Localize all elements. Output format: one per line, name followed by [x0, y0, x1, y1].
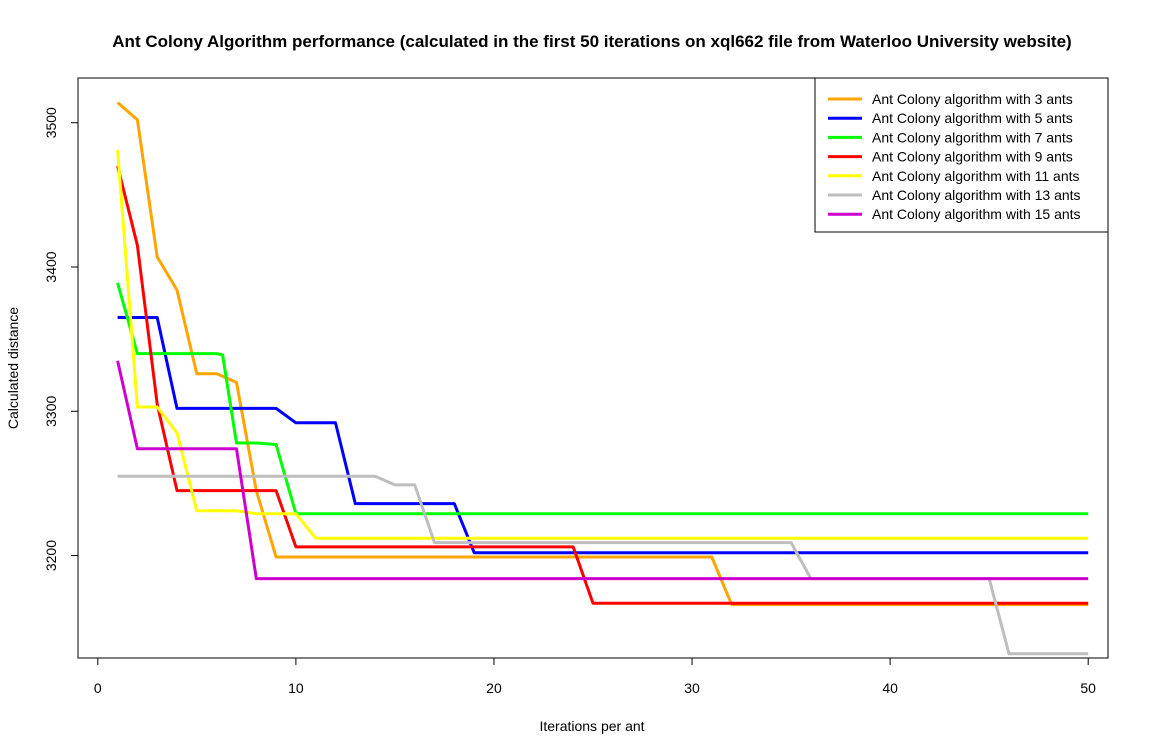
series-line-3 — [116, 282, 1089, 516]
x-tick-label: 10 — [288, 680, 304, 696]
x-tick-label: 30 — [684, 680, 700, 696]
y-tick-label: 3500 — [43, 107, 59, 138]
legend-label-3: Ant Colony algorithm with 7 ants — [872, 129, 1073, 145]
x-tick-label: 0 — [94, 680, 102, 696]
series-line-4 — [116, 165, 1089, 605]
legend-items: Ant Colony algorithm with 3 ants Ant Colo… — [828, 91, 1081, 222]
series-line-2 — [117, 316, 1089, 555]
y-tick-label: 3400 — [43, 251, 59, 282]
legend-label-1: Ant Colony algorithm with 3 ants — [872, 91, 1073, 107]
chart-title: Ant Colony Algorithm performance (calcul… — [112, 32, 1071, 51]
y-tick-label: 3200 — [43, 540, 59, 571]
legend-label-4: Ant Colony algorithm with 9 ants — [872, 149, 1073, 165]
legend-label-6: Ant Colony algorithm with 13 ants — [872, 187, 1081, 203]
x-tick-label: 20 — [486, 680, 502, 696]
legend-label-7: Ant Colony algorithm with 15 ants — [872, 206, 1081, 222]
y-axis-label: Calculated distance — [5, 307, 21, 429]
y-tick-label: 3300 — [43, 396, 59, 427]
x-axis: 0 10 20 30 40 50 — [94, 657, 1096, 696]
y-axis: 3200 3300 3400 3500 — [43, 107, 79, 571]
x-tick-label: 50 — [1080, 680, 1096, 696]
legend-box — [814, 77, 1109, 233]
series-line-7 — [116, 360, 1089, 581]
x-axis-label: Iterations per ant — [539, 718, 644, 734]
legend: Ant Colony algorithm with 3 ants Ant Colo… — [814, 77, 1109, 233]
x-tick-label: 40 — [882, 680, 898, 696]
legend-label-2: Ant Colony algorithm with 5 ants — [872, 110, 1073, 126]
series-group — [116, 101, 1089, 656]
series-line-5 — [116, 149, 1089, 540]
legend-label-5: Ant Colony algorithm with 11 ants — [872, 168, 1080, 184]
series-line-6 — [117, 474, 1089, 656]
